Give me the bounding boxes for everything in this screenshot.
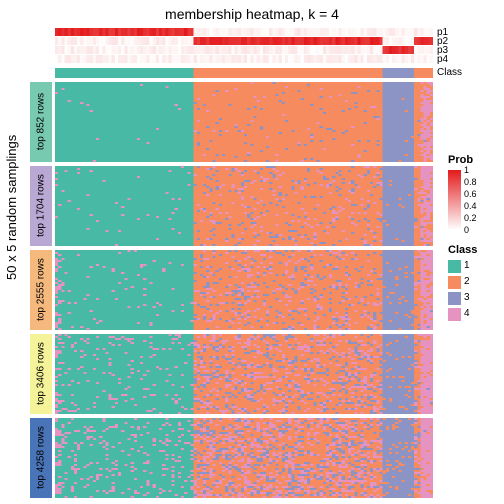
heatmap-block [55, 166, 433, 246]
y-axis-label: 50 x 5 random samplings [4, 135, 19, 280]
row-block-label: top 4258 rows [36, 418, 47, 498]
legend-class-label: 2 [464, 276, 470, 287]
prob-row-p2 [55, 37, 433, 45]
prob-row-p4 [55, 55, 433, 63]
legend-class-label: 1 [464, 260, 470, 271]
legend-prob-title: Prob [448, 154, 473, 166]
heatmap-block [55, 418, 433, 498]
row-block-label: top 852 rows [36, 82, 47, 162]
legend-prob-tick: 0 [464, 225, 469, 235]
legend-prob-tick: 0.2 [464, 213, 477, 223]
legend-prob-tick: 0.4 [464, 201, 477, 211]
legend-class-swatch [448, 308, 461, 321]
legend-class-title: Class [448, 244, 477, 256]
legend-class-label: 4 [464, 308, 470, 319]
row-block-label: top 2555 rows [36, 250, 47, 330]
row-block-label: top 3406 rows [36, 334, 47, 414]
heatmap-block [55, 250, 433, 330]
prob-row-p3 [55, 46, 433, 54]
legend-prob-tick: 0.6 [464, 189, 477, 199]
legend-class-label: 3 [464, 292, 470, 303]
row-block-label: top 1704 rows [36, 166, 47, 246]
legend-prob-tick: 1 [464, 165, 469, 175]
prob-row-p1 [55, 28, 433, 36]
legend-prob-gradient [448, 170, 461, 230]
legend-prob-tick: 0.8 [464, 177, 477, 187]
legend-class-swatch [448, 260, 461, 273]
heatmap-block [55, 334, 433, 414]
class-row-label: Class [437, 67, 462, 78]
chart-title: membership heatmap, k = 4 [0, 6, 504, 22]
class-row [55, 68, 433, 78]
legend-class-swatch [448, 292, 461, 305]
prob-row-label-p4: p4 [437, 54, 448, 65]
legend-class-swatch [448, 276, 461, 289]
heatmap-block [55, 82, 433, 162]
